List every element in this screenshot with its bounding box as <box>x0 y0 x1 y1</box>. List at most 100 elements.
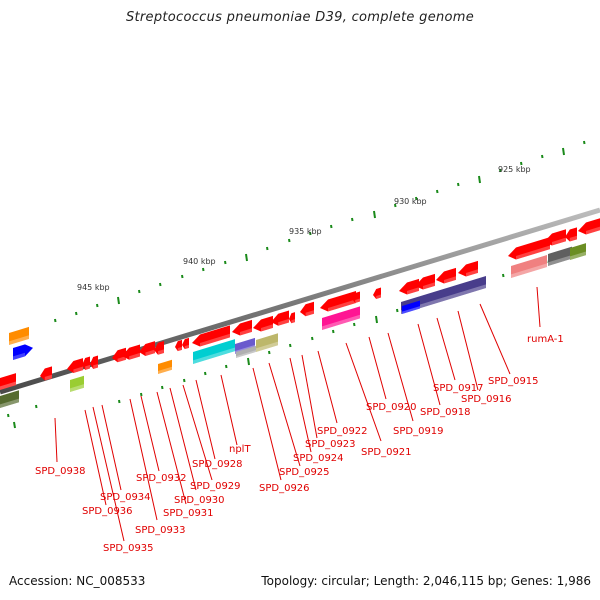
gene-label[interactable]: SPD_0922 <box>317 426 368 437</box>
gene-label[interactable]: SPD_0933 <box>135 525 186 536</box>
gene-label[interactable]: SPD_0920 <box>366 402 417 413</box>
gene-label[interactable]: SPD_0930 <box>174 495 225 506</box>
gene-feature[interactable] <box>70 375 84 392</box>
gene-feature[interactable] <box>0 373 16 390</box>
gene-label[interactable]: SPD_0921 <box>361 447 412 458</box>
gene-feature[interactable] <box>9 326 29 345</box>
gene-arrow[interactable] <box>271 310 289 328</box>
scale-tick <box>375 315 378 324</box>
gene-feature[interactable] <box>548 246 572 266</box>
leader-line <box>84 409 107 506</box>
gene-arrow[interactable] <box>578 218 600 237</box>
gene-feature[interactable] <box>570 243 586 260</box>
gene-arrow[interactable] <box>40 366 52 382</box>
scale-tick <box>520 161 523 166</box>
leader-line <box>220 374 238 446</box>
gene-arrow[interactable] <box>373 287 382 300</box>
gene-feature[interactable] <box>401 276 486 314</box>
gene-arrow[interactable] <box>399 278 419 297</box>
gene-label[interactable]: SPD_0936 <box>82 506 133 517</box>
gene-arrow[interactable] <box>253 315 273 334</box>
gene-label[interactable]: SPD_0938 <box>35 466 86 477</box>
leader-line <box>182 384 213 481</box>
gene-feature[interactable] <box>0 390 19 408</box>
gene-arrow[interactable] <box>320 290 356 314</box>
scale-tick <box>266 246 269 251</box>
gene-arrow[interactable] <box>175 339 182 352</box>
leader-line <box>317 350 338 424</box>
gene-arrow[interactable] <box>90 355 99 370</box>
scale-tick <box>13 421 16 429</box>
scale-label: 935 kbp <box>289 227 322 236</box>
gene-label[interactable]: SPD_0925 <box>279 467 330 478</box>
map-title: Streptococcus pneumoniae D39, complete g… <box>125 10 475 25</box>
gene-label[interactable]: SPD_0916 <box>461 394 512 405</box>
gene-arrow[interactable] <box>67 358 84 375</box>
scale-tick <box>225 364 228 369</box>
gene-feature[interactable] <box>511 254 547 278</box>
gene-label[interactable]: rumA-1 <box>527 334 564 345</box>
gene-feature[interactable] <box>158 359 172 374</box>
gene-label[interactable]: SPD_0926 <box>259 483 310 494</box>
gene-label[interactable]: SPD_0919 <box>393 426 444 437</box>
gene-feature[interactable] <box>256 333 278 352</box>
gene-arrow[interactable] <box>544 229 566 248</box>
scale-tick <box>245 253 248 262</box>
leader-line <box>268 362 301 467</box>
genes <box>0 218 600 408</box>
leader-line <box>345 342 382 442</box>
gene-arrow[interactable] <box>508 237 550 262</box>
gene-arrow[interactable] <box>565 227 577 243</box>
gene-label[interactable]: SPD_0915 <box>488 376 539 387</box>
leader-line <box>289 357 312 453</box>
gene-arrow[interactable] <box>112 347 126 364</box>
label-leaders <box>54 286 541 542</box>
gene-arrow[interactable] <box>289 312 295 324</box>
gene-label[interactable]: SPD_0929 <box>190 481 241 492</box>
gene-label[interactable]: SPD_0918 <box>420 407 471 418</box>
scale-tick <box>436 189 439 194</box>
leader-line <box>140 395 160 472</box>
gene-arrow[interactable] <box>182 337 189 350</box>
gene-arrow[interactable] <box>232 319 252 338</box>
scale-tick <box>415 196 418 201</box>
scale-tick <box>159 282 162 287</box>
gene-label[interactable]: SPD_0935 <box>103 543 154 554</box>
gene-label[interactable]: SPD_0923 <box>305 439 356 450</box>
gene-arrow[interactable] <box>458 260 478 279</box>
gene-arrow[interactable] <box>415 273 435 292</box>
gene-arrow[interactable] <box>352 291 361 304</box>
gene-label[interactable]: SPD_0917 <box>433 383 484 394</box>
gene-feature[interactable] <box>236 345 256 358</box>
gene-labels: SPD_0915rumA-1SPD_0916SPD_0917SPD_0918SP… <box>35 334 564 554</box>
gene-label[interactable]: SPD_0931 <box>163 508 214 519</box>
gene-arrow[interactable] <box>300 301 314 318</box>
scale-tick <box>478 175 481 184</box>
scale-label: 945 kbp <box>77 283 110 292</box>
gene-arrow[interactable] <box>192 325 230 349</box>
gene-feature[interactable] <box>193 339 235 364</box>
scale-tick <box>35 404 38 409</box>
gene-label[interactable]: SPD_0928 <box>192 459 243 470</box>
gene-label[interactable]: SPD_0932 <box>136 473 187 484</box>
gene-feature[interactable] <box>322 306 360 330</box>
gene-label[interactable]: SPD_0924 <box>293 453 344 464</box>
gene-label[interactable]: SPD_0934 <box>100 492 151 503</box>
scale-tick <box>181 274 184 279</box>
gene-arrow[interactable] <box>436 267 456 286</box>
gene-arrow[interactable] <box>13 342 33 360</box>
gene-arrow[interactable] <box>154 340 164 356</box>
gene-arrow[interactable] <box>139 341 156 358</box>
scale-tick <box>224 260 227 265</box>
scale-tick <box>183 378 186 383</box>
gene-feature[interactable] <box>402 300 420 314</box>
scale-tick <box>204 371 207 376</box>
scale-tick <box>351 217 354 222</box>
gene-arrow[interactable] <box>82 356 91 371</box>
scale-label: 930 kbp <box>394 197 427 206</box>
gene-arrow[interactable] <box>122 344 140 362</box>
gene-label[interactable]: nplT <box>229 444 251 455</box>
leader-line <box>457 310 479 391</box>
scale-tick <box>140 392 143 397</box>
scale-tick <box>54 318 57 323</box>
